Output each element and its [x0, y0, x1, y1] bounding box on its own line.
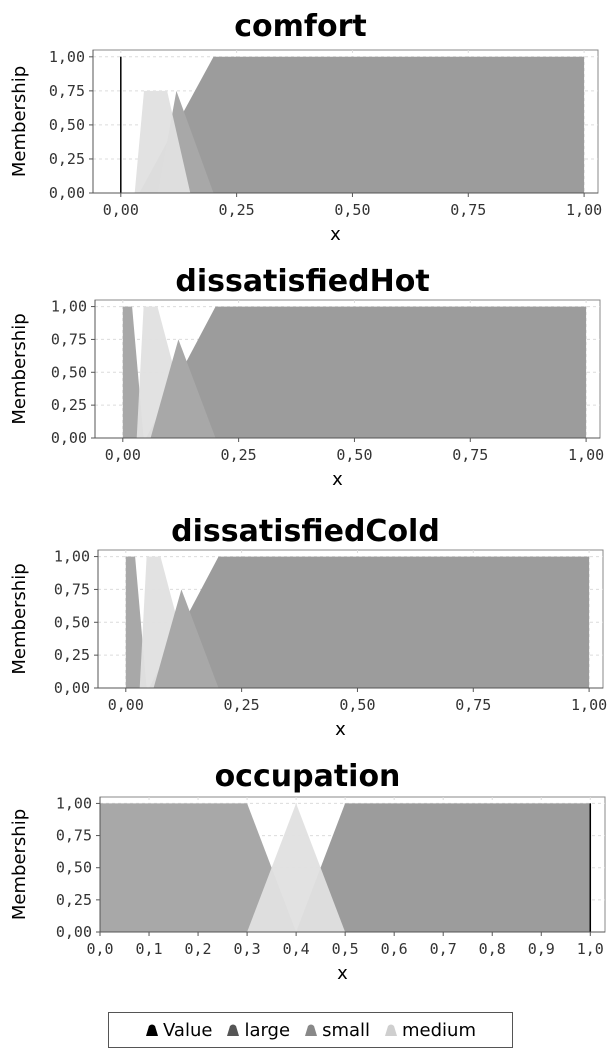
legend-item-medium: medium	[384, 1020, 476, 1041]
legend-label-large: large	[244, 1019, 291, 1041]
y-tick-label: 0,00	[54, 679, 90, 697]
series-large	[139, 56, 585, 193]
x-tick-label: 0,5	[332, 940, 359, 958]
y-tick-label: 1,00	[49, 48, 85, 66]
legend-item-small: small	[304, 1020, 370, 1041]
series-large	[146, 306, 587, 438]
legend-item-large: large	[226, 1020, 290, 1041]
legend-item-value: Value	[145, 1020, 212, 1041]
x-tick-label: 0,00	[103, 201, 139, 219]
chart-1: dissatisfiedHot 0,00 0,25 0,50 0,75 1,00 0,00 0…	[9, 264, 604, 490]
y-tick-label: 0,75	[56, 827, 92, 845]
chart-0: comfort 0,00 0,25 0,50 0,75 1,00 0,00 0,25 0,50 0…	[9, 9, 602, 245]
chart-3: occupation 0,0 0,1 0,2 0,3 0,4 0,5 0,6 0,7 0,8 0,9…	[9, 759, 606, 984]
series-medium	[247, 803, 346, 932]
x-tick-label: 0,4	[283, 940, 310, 958]
y-tick-label: 1,00	[56, 794, 92, 812]
x-tick-label: 0,25	[219, 201, 255, 219]
y-tick-label: 0,00	[51, 429, 87, 447]
chart-2: dissatisfiedCold 0,00 0,25 0,50 0,75 1,00 0,00…	[9, 514, 607, 740]
legend-label-small: small	[322, 1019, 371, 1041]
y-tick-label: 0,00	[56, 923, 92, 941]
x-axis-label: x	[332, 469, 343, 490]
x-tick-label: 0,6	[381, 940, 408, 958]
x-tick-label: 1,00	[571, 696, 607, 714]
chart-title: occupation	[215, 759, 401, 794]
series-large	[296, 803, 591, 932]
legend: Value large small medium	[108, 1012, 513, 1048]
series-small	[100, 803, 297, 932]
x-tick-label: 1,00	[566, 201, 602, 219]
x-tick-label: 1,00	[568, 446, 604, 464]
y-tick-label: 0,75	[51, 330, 87, 348]
y-axis-label: Membership	[9, 313, 30, 424]
x-tick-label: 0,50	[336, 446, 372, 464]
medium-swatch-icon	[384, 1023, 398, 1037]
chart-title: comfort	[234, 9, 366, 44]
y-axis-label: Membership	[9, 563, 30, 674]
fuzzy-membership-charts: comfort 0,00 0,25 0,50 0,75 1,00 0,00 0,25 0,50 0…	[9, 9, 607, 984]
y-tick-label: 0,75	[54, 580, 90, 598]
x-tick-label: 0,75	[452, 446, 488, 464]
y-tick-label: 0,50	[51, 363, 87, 381]
y-tick-label: 0,00	[49, 184, 85, 202]
x-tick-label: 0,9	[528, 940, 555, 958]
y-tick-label: 0,25	[56, 891, 92, 909]
chart-title: dissatisfiedHot	[175, 264, 429, 299]
x-tick-label: 0,25	[221, 446, 257, 464]
legend-label-medium: medium	[402, 1019, 476, 1041]
chart-title: dissatisfiedCold	[171, 514, 440, 549]
x-tick-label: 0,7	[430, 940, 457, 958]
x-tick-label: 0,2	[185, 940, 212, 958]
x-tick-label: 0,8	[479, 940, 506, 958]
x-tick-label: 0,50	[334, 201, 370, 219]
x-axis-label: x	[337, 963, 348, 984]
series-medium	[134, 90, 191, 193]
series-large	[149, 556, 590, 688]
x-tick-label: 0,00	[108, 696, 144, 714]
series-small	[122, 306, 144, 438]
legend-label-value: Value	[163, 1019, 213, 1041]
y-tick-label: 1,00	[54, 548, 90, 566]
y-axis-label: Membership	[9, 66, 30, 177]
x-tick-label: 0,75	[450, 201, 486, 219]
x-axis-label: x	[335, 719, 346, 740]
y-axis-label: Membership	[9, 809, 30, 920]
x-tick-label: 1,0	[577, 940, 604, 958]
large-swatch-icon	[226, 1023, 240, 1037]
value-swatch-icon	[145, 1023, 159, 1037]
y-tick-label: 0,50	[56, 859, 92, 877]
x-tick-label: 0,3	[234, 940, 261, 958]
x-tick-label: 0,75	[455, 696, 491, 714]
x-axis-label: x	[330, 224, 341, 245]
y-tick-label: 0,50	[54, 613, 90, 631]
x-tick-label: 0,1	[135, 940, 162, 958]
series-small	[153, 589, 219, 688]
y-tick-label: 0,75	[49, 82, 85, 100]
x-tick-label: 0,25	[224, 696, 260, 714]
x-tick-label: 0,50	[339, 696, 375, 714]
series-small	[150, 339, 216, 438]
x-tick-label: 0,0	[86, 940, 113, 958]
y-tick-label: 0,25	[49, 150, 85, 168]
y-tick-label: 0,50	[49, 116, 85, 134]
series-small	[125, 556, 147, 688]
small-swatch-icon	[304, 1023, 318, 1037]
y-tick-label: 0,25	[54, 646, 90, 664]
x-tick-label: 0,00	[105, 446, 141, 464]
y-tick-label: 1,00	[51, 298, 87, 316]
y-tick-label: 0,25	[51, 396, 87, 414]
